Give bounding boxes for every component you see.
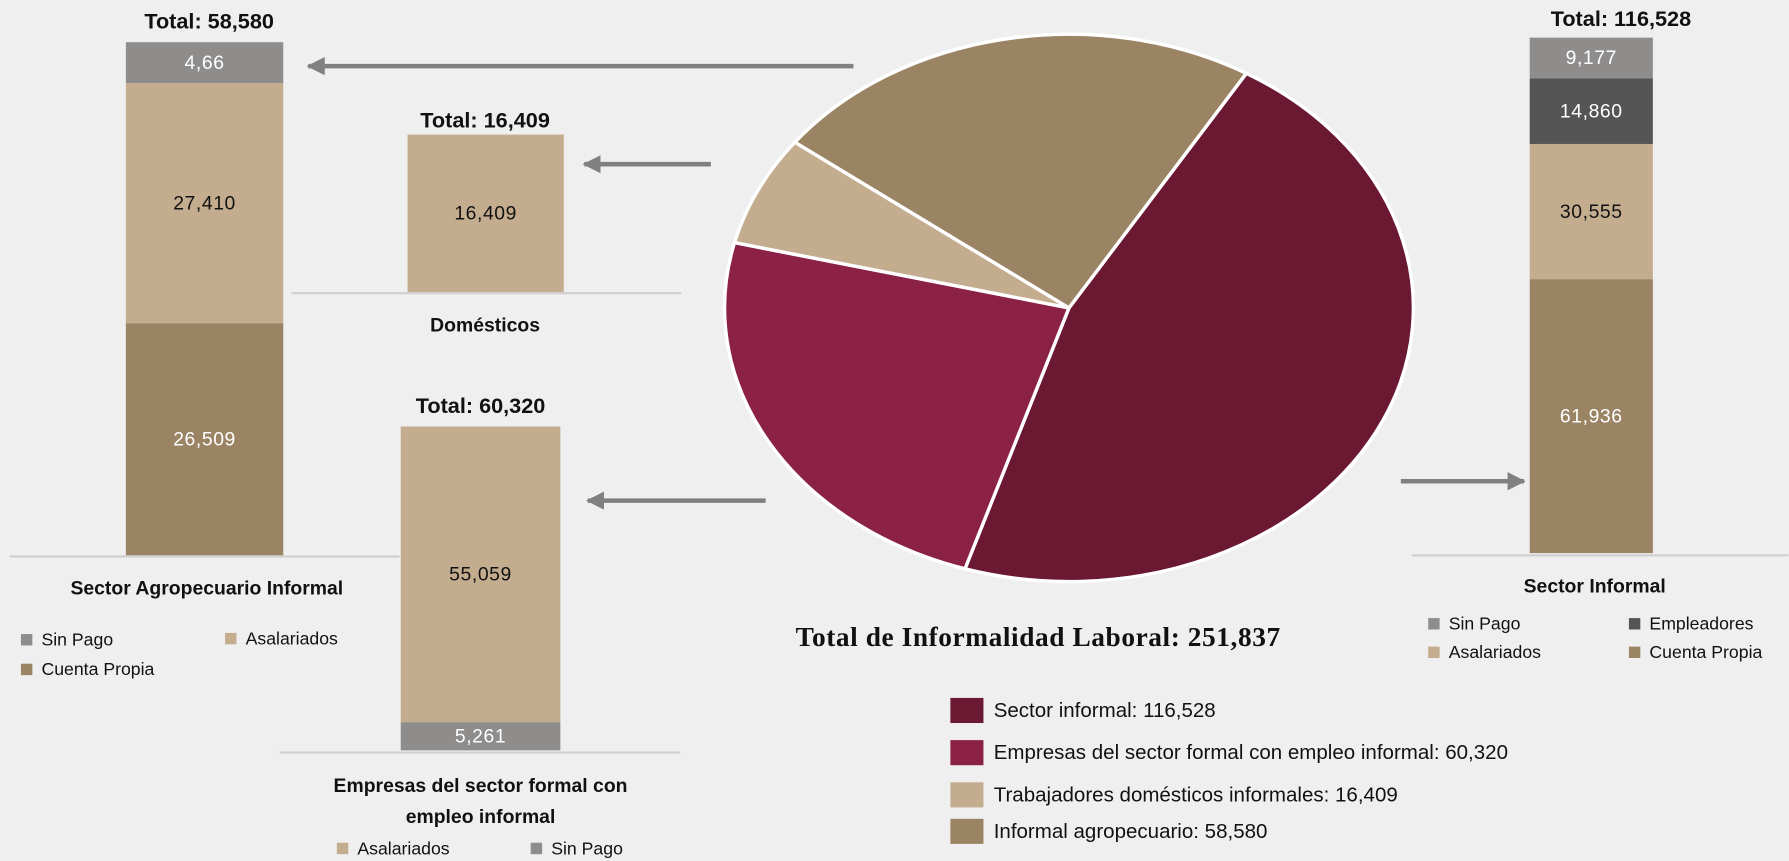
value-label: 14,860: [1560, 100, 1623, 122]
value-label: 9,177: [1566, 47, 1617, 69]
bar-segment: [407, 134, 564, 292]
x-axis-label: Sector Agropecuario Informal: [70, 578, 343, 600]
bar-segment: [1529, 78, 1653, 144]
legend-label: Sector informal: 116,528: [994, 699, 1216, 722]
legend-swatch: [950, 818, 984, 844]
legend-swatch: [530, 842, 543, 855]
pie-slice: [722, 240, 1072, 571]
chart-title: Total: 58,580: [144, 9, 274, 34]
legend-label: Asalariados: [1449, 642, 1541, 662]
legend-swatch: [1628, 646, 1641, 659]
legend-swatch: [20, 634, 33, 646]
x-axis-label: empleo informal: [406, 806, 556, 828]
legend-swatch: [225, 632, 237, 645]
legend-label: Empresas del sector formal con empleo in…: [994, 741, 1508, 764]
bar-segment: [125, 42, 284, 84]
legend-label: Informal agropecuario: 58,580: [994, 820, 1268, 843]
legend-label: Sin Pago: [551, 838, 623, 858]
bar-segment: [1529, 143, 1653, 280]
x-axis-label: Empresas del sector formal con: [334, 775, 628, 797]
bar-segment: [1529, 279, 1653, 554]
x-axis-label: Domésticos: [430, 314, 540, 336]
legend-label: Asalariados: [246, 628, 338, 648]
bar-segment: [125, 83, 284, 324]
pie-slice: [792, 32, 1249, 311]
pie-slice: [962, 71, 1416, 584]
chart-title: Total: 16,409: [420, 108, 550, 133]
legend-swatch: [1428, 646, 1440, 659]
chart-title: Total de Informalidad Laboral: 251,837: [796, 622, 1281, 652]
legend-swatch: [950, 697, 984, 724]
arrows: [306, 57, 1526, 510]
legend-swatch: [1628, 618, 1641, 630]
bar-segment: [125, 323, 284, 556]
chart-title: Total: 60,320: [416, 393, 546, 418]
legend-label: Trabajadores domésticos informales: 16,4…: [994, 783, 1398, 806]
legend-label: Sin Pago: [41, 630, 113, 650]
pie-slice: [732, 140, 1070, 310]
legend-swatch: [336, 842, 349, 855]
value-label: 27,410: [173, 192, 236, 214]
value-label: 26,509: [173, 429, 236, 451]
bar-segment: [400, 722, 561, 751]
value-label: 30,555: [1560, 201, 1623, 223]
bar-segment: [1529, 37, 1653, 79]
legend-label: Asalariados: [357, 838, 449, 858]
value-label: 4,66: [185, 52, 225, 74]
x-axis-label: Sector Informal: [1524, 575, 1666, 597]
value-label: 16,409: [454, 203, 517, 225]
legend-swatch: [950, 740, 984, 766]
legend-label: Sin Pago: [1449, 614, 1521, 634]
value-label: 5,261: [455, 726, 506, 748]
value-label: 55,059: [449, 564, 512, 586]
legend-swatch: [1428, 618, 1440, 630]
legend-swatch: [950, 782, 984, 808]
legend-label: Cuenta Propia: [1649, 642, 1762, 662]
legend-label: Empleadores: [1649, 614, 1753, 634]
legend-label: Cuenta Propia: [41, 659, 154, 679]
legend-swatch: [20, 663, 33, 676]
chart-title: Total: 116,528: [1551, 6, 1691, 31]
bar-segment: [400, 426, 561, 723]
value-label: 61,936: [1560, 405, 1623, 427]
